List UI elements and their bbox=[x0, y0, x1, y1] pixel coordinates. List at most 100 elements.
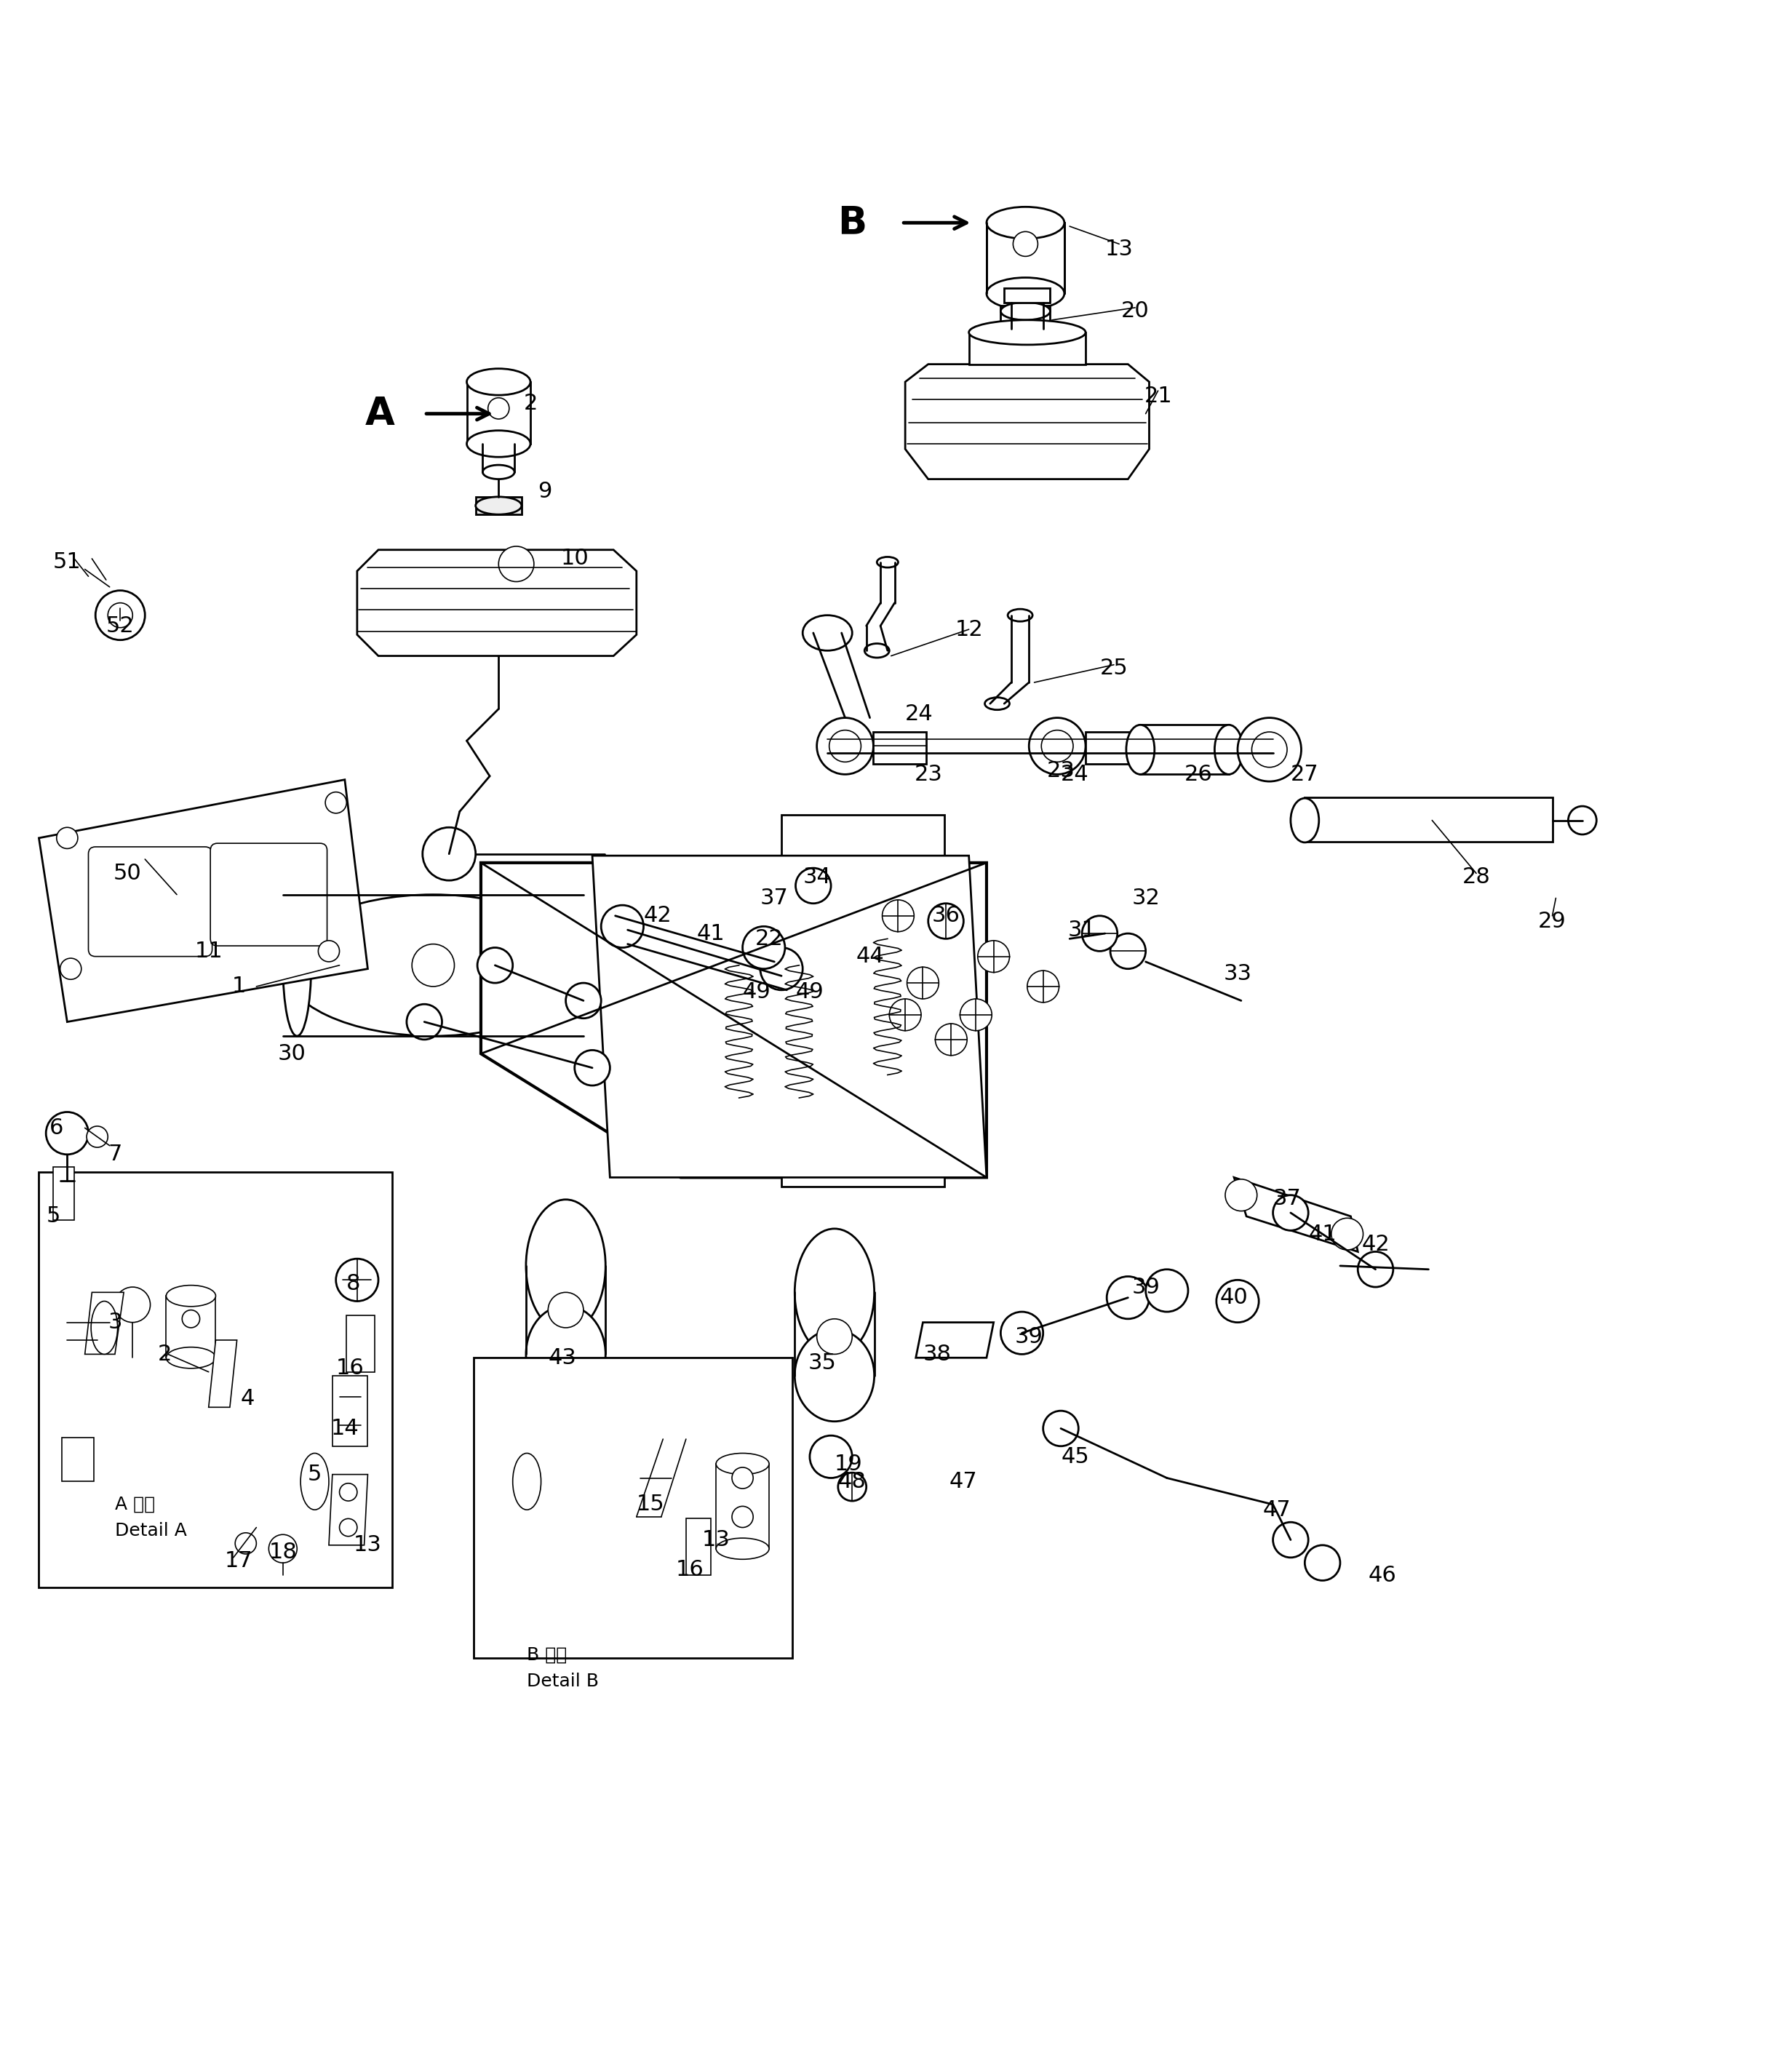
Ellipse shape bbox=[987, 278, 1064, 309]
Ellipse shape bbox=[527, 1305, 605, 1403]
Text: 15: 15 bbox=[636, 1494, 665, 1515]
Bar bbox=[1086, 731, 1139, 765]
FancyBboxPatch shape bbox=[210, 843, 327, 945]
Text: 34: 34 bbox=[803, 866, 831, 887]
Circle shape bbox=[743, 926, 785, 970]
Text: 32: 32 bbox=[1132, 887, 1160, 910]
Ellipse shape bbox=[476, 497, 522, 514]
Text: 27: 27 bbox=[1291, 765, 1319, 785]
Bar bbox=[39, 1173, 392, 1587]
Circle shape bbox=[1027, 970, 1059, 1003]
Text: 39: 39 bbox=[1132, 1276, 1160, 1297]
Circle shape bbox=[1273, 1196, 1308, 1231]
Bar bbox=[873, 731, 926, 765]
Circle shape bbox=[1110, 934, 1146, 970]
Circle shape bbox=[732, 1467, 753, 1488]
Circle shape bbox=[1305, 1546, 1340, 1581]
Ellipse shape bbox=[283, 895, 583, 1036]
Ellipse shape bbox=[1001, 303, 1050, 319]
Text: 44: 44 bbox=[856, 947, 884, 968]
Circle shape bbox=[1216, 1280, 1259, 1322]
Polygon shape bbox=[987, 224, 1064, 294]
Circle shape bbox=[1252, 731, 1287, 767]
Circle shape bbox=[108, 603, 133, 628]
Text: 7: 7 bbox=[108, 1144, 122, 1164]
Text: 49: 49 bbox=[796, 982, 824, 1003]
Circle shape bbox=[1082, 916, 1117, 951]
Text: 6: 6 bbox=[50, 1117, 64, 1138]
Ellipse shape bbox=[467, 369, 530, 396]
Text: 9: 9 bbox=[537, 481, 552, 501]
Text: 47: 47 bbox=[949, 1471, 978, 1492]
Text: 18: 18 bbox=[269, 1542, 297, 1562]
Text: 29: 29 bbox=[1538, 910, 1566, 932]
Bar bbox=[1001, 307, 1050, 327]
Text: 24: 24 bbox=[905, 704, 934, 725]
Text: B: B bbox=[838, 203, 866, 242]
Circle shape bbox=[810, 1436, 852, 1477]
Ellipse shape bbox=[796, 1330, 873, 1421]
Text: 2: 2 bbox=[523, 392, 537, 414]
Bar bbox=[62, 1438, 94, 1481]
Bar bbox=[53, 1167, 74, 1220]
Circle shape bbox=[732, 1506, 753, 1527]
Text: 3: 3 bbox=[108, 1312, 122, 1332]
Bar bbox=[799, 887, 852, 912]
Text: 10: 10 bbox=[560, 549, 589, 570]
Bar bbox=[799, 995, 852, 1017]
Circle shape bbox=[325, 792, 347, 812]
Text: Detail B: Detail B bbox=[527, 1672, 599, 1691]
Text: 41: 41 bbox=[697, 922, 725, 945]
Circle shape bbox=[115, 1287, 150, 1322]
Text: 26: 26 bbox=[1185, 765, 1213, 785]
Text: 28: 28 bbox=[1462, 866, 1490, 887]
Circle shape bbox=[601, 905, 644, 947]
Circle shape bbox=[407, 1005, 442, 1040]
Text: 20: 20 bbox=[1121, 300, 1149, 321]
Text: 5: 5 bbox=[308, 1465, 322, 1486]
Polygon shape bbox=[905, 365, 1149, 479]
Polygon shape bbox=[716, 1463, 769, 1548]
Text: B 詳細: B 詳細 bbox=[527, 1645, 568, 1664]
Text: 16: 16 bbox=[675, 1560, 704, 1581]
Ellipse shape bbox=[985, 698, 1010, 711]
Text: 14: 14 bbox=[331, 1417, 359, 1440]
Ellipse shape bbox=[1215, 725, 1243, 775]
Ellipse shape bbox=[283, 895, 311, 1036]
Circle shape bbox=[95, 591, 145, 640]
Circle shape bbox=[60, 957, 81, 980]
Ellipse shape bbox=[796, 1229, 873, 1355]
Text: 31: 31 bbox=[1068, 920, 1096, 941]
Polygon shape bbox=[592, 856, 987, 1177]
Bar bbox=[799, 922, 852, 947]
Text: 40: 40 bbox=[1220, 1287, 1248, 1307]
Text: 47: 47 bbox=[1262, 1500, 1291, 1521]
Circle shape bbox=[838, 1473, 866, 1500]
Circle shape bbox=[1238, 717, 1301, 781]
Text: 37: 37 bbox=[1273, 1187, 1301, 1210]
Bar bbox=[1004, 288, 1050, 303]
Circle shape bbox=[1273, 1523, 1308, 1558]
Circle shape bbox=[336, 1260, 378, 1301]
Text: 36: 36 bbox=[932, 905, 960, 926]
Bar bbox=[799, 957, 852, 982]
Bar bbox=[476, 497, 522, 514]
Ellipse shape bbox=[467, 431, 530, 458]
Text: 39: 39 bbox=[1015, 1326, 1043, 1347]
Circle shape bbox=[57, 827, 78, 850]
Text: 19: 19 bbox=[834, 1452, 863, 1475]
Circle shape bbox=[548, 1293, 583, 1328]
Ellipse shape bbox=[716, 1452, 769, 1475]
Circle shape bbox=[829, 729, 861, 762]
Circle shape bbox=[1225, 1179, 1257, 1210]
Text: 35: 35 bbox=[808, 1353, 836, 1374]
Circle shape bbox=[339, 1484, 357, 1500]
Ellipse shape bbox=[865, 644, 889, 657]
Polygon shape bbox=[1234, 1177, 1358, 1251]
Text: 13: 13 bbox=[702, 1529, 730, 1550]
Text: 43: 43 bbox=[548, 1347, 576, 1368]
Circle shape bbox=[1013, 232, 1038, 257]
Circle shape bbox=[499, 547, 534, 582]
Polygon shape bbox=[209, 1341, 237, 1407]
Bar bbox=[799, 1030, 852, 1055]
